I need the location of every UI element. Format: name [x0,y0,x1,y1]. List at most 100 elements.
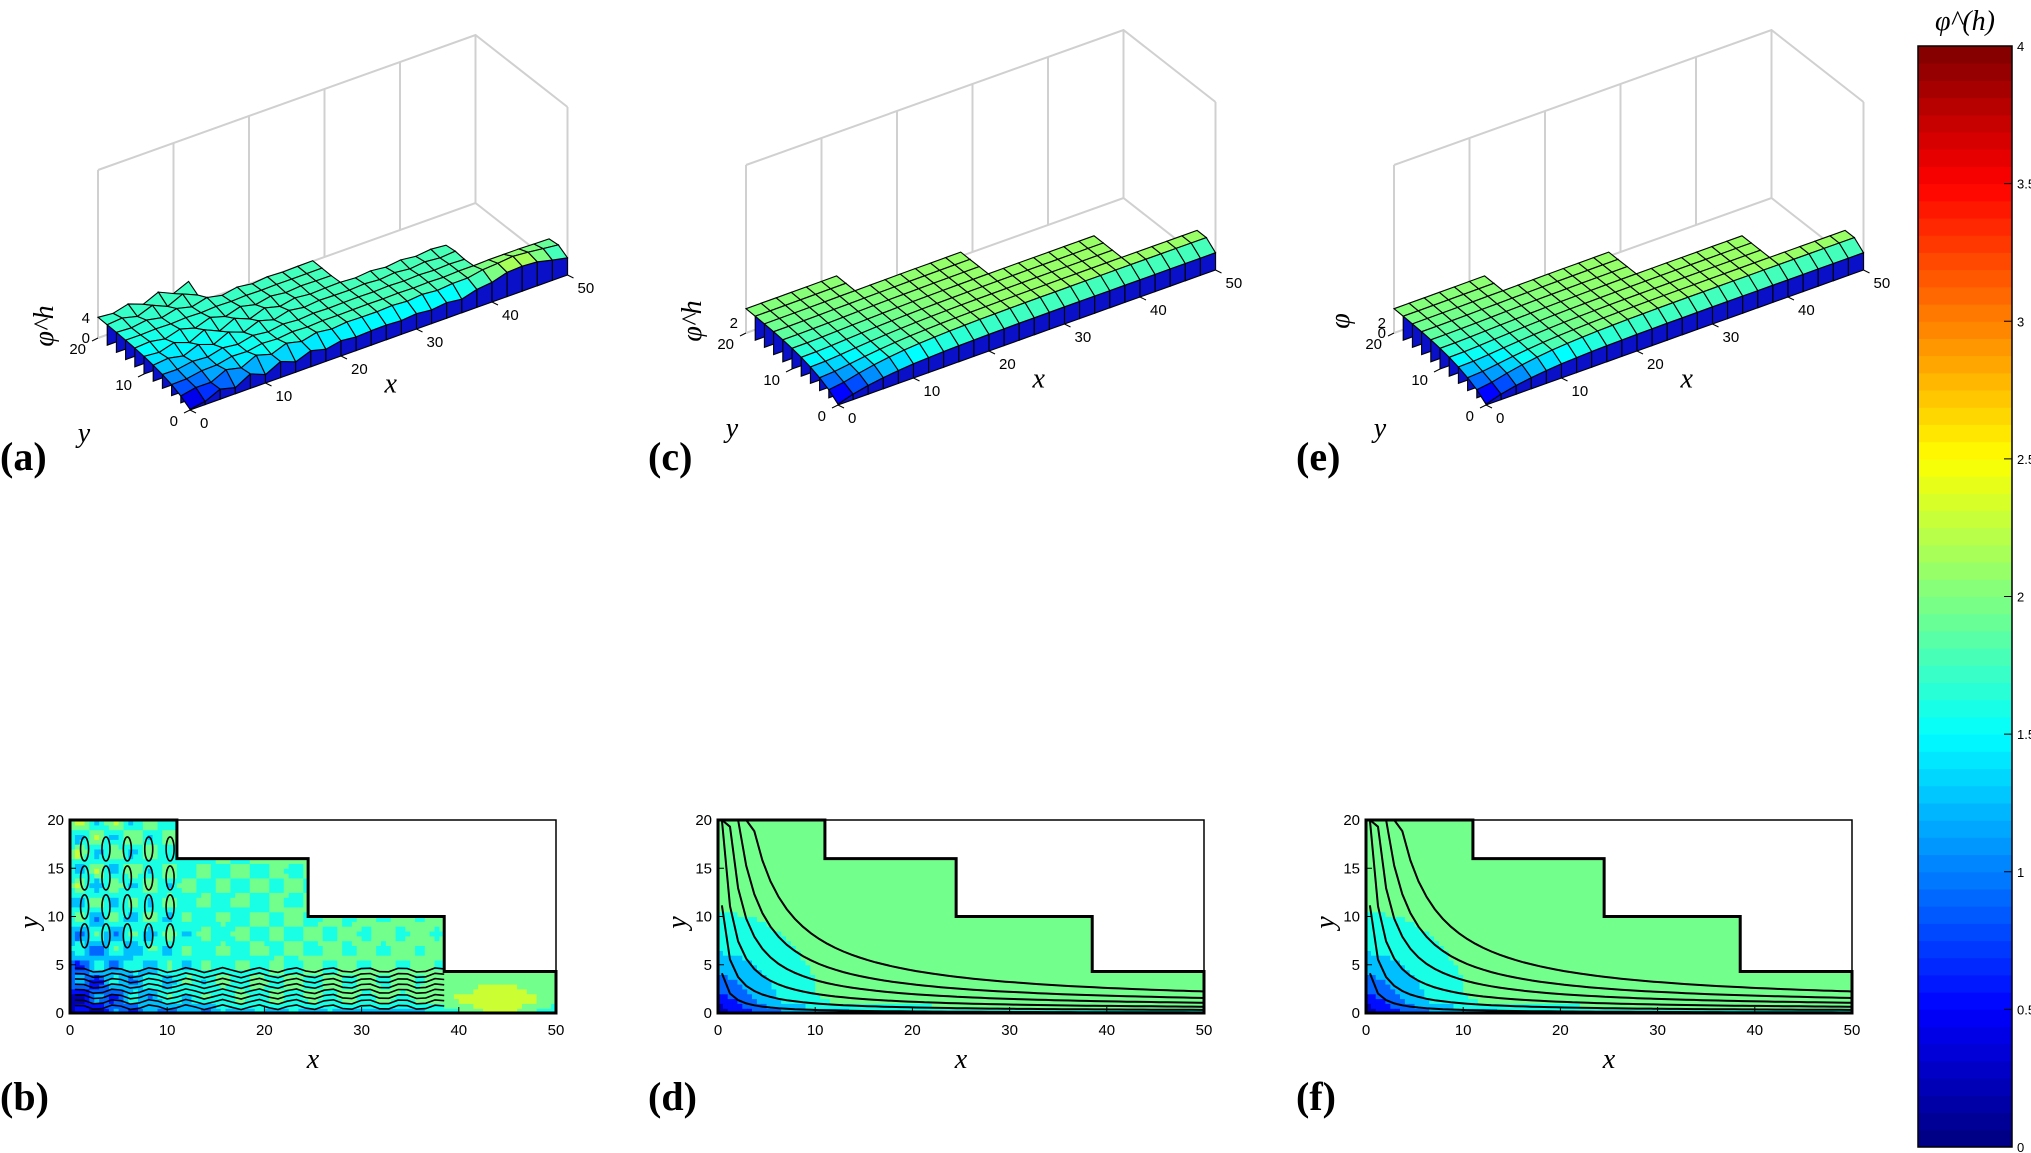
contour-cell [133,988,139,995]
contour-cell [191,897,197,903]
y-tick-mark [1479,404,1487,409]
contour-cell [337,1008,343,1013]
contour-cell [118,882,125,889]
contour-cell [89,940,95,946]
contour-cell [332,964,338,971]
x-tick-label: 30 [1723,329,1740,346]
contour-cell [526,824,533,831]
contour-cell [303,897,309,903]
contour-cell [167,902,173,908]
box-edge [1393,28,1865,166]
contour-cell [517,873,523,879]
contour-cell [235,998,241,1004]
contour-cell [167,853,173,860]
contour-cell [191,931,197,937]
contour-cell [531,824,538,831]
contour-cell [142,959,149,966]
contour-cell [206,964,212,971]
contour-cell [201,950,207,956]
contour-cell [240,950,246,956]
contour-cell [235,897,241,903]
contour-cell [240,926,246,932]
contour-cell [79,824,86,831]
contour-cell [191,863,197,869]
contour-cell [220,926,227,932]
contour-cell [434,906,440,913]
contour-cell [478,959,484,966]
contour-cell [84,844,91,850]
contour-cell [376,820,382,826]
contour-cell [522,979,528,985]
contour-cell [478,945,484,951]
contour-cell [444,902,450,908]
contour-cell [390,1008,397,1013]
contour-cell [240,1008,246,1013]
contour-cell [215,882,222,889]
contour-cell [332,877,338,884]
contour-cell [351,940,358,946]
contour-cell [419,906,426,913]
contour-cell [429,834,436,840]
contour-cell [337,1003,343,1009]
contour-cell [444,882,450,889]
contour-cell [381,926,387,932]
contour-cell [449,1003,455,1009]
contour-cell [497,998,504,1004]
contour-cell [332,834,338,840]
contour-cell [133,853,139,860]
contour-cell [317,887,324,893]
contour-cell [191,979,197,985]
contour-cell [468,906,474,913]
contour-cell [298,935,304,942]
contour-cell [497,911,504,918]
contour-cell [152,882,159,889]
contour-cell [478,873,484,879]
contour-cell [522,988,528,995]
contour-cell [327,863,334,869]
contour-cell [167,950,173,956]
contour-cell [337,916,343,922]
contour-cell [342,844,348,850]
contour-cell [381,906,387,913]
contour-cell [79,897,86,903]
contour-cell [390,839,397,845]
contour-cell [400,916,406,922]
contour-cell [176,921,183,927]
contour-cell [147,882,154,889]
contour-cell [356,882,363,889]
contour-cell [492,824,499,831]
contour-cell [492,984,499,990]
contour-cell [483,868,489,874]
contour-cell [351,897,358,903]
contour-cell [249,984,256,990]
contour-cell [526,877,533,884]
contour-cell [298,950,304,956]
contour-cell [215,873,222,879]
contour-cell [162,829,168,835]
contour-cell [410,863,416,869]
contour-cell [507,955,513,961]
contour-cell [113,1008,120,1013]
contour-cell [536,887,543,893]
contour-cell [424,824,431,831]
contour-cell [434,877,440,884]
contour-cell [215,820,222,826]
contour-cell [536,935,543,942]
contour-cell [502,979,508,985]
x-tick-label: 40 [1798,302,1815,319]
contour-cell [546,1008,552,1013]
contour-cell [342,853,348,860]
contour-cell [381,935,387,942]
contour-cell [502,897,508,903]
contour-cell [84,964,91,971]
contour-cell [317,824,324,831]
contour-cell [351,858,358,864]
contour-cell [322,897,329,903]
contour-cell [395,916,402,922]
contour-cell [453,839,460,845]
contour-cell [429,969,436,975]
contour-cell [434,834,440,840]
contour-cell [254,926,261,932]
contour-cell [99,911,105,918]
contour-cell [89,824,95,831]
